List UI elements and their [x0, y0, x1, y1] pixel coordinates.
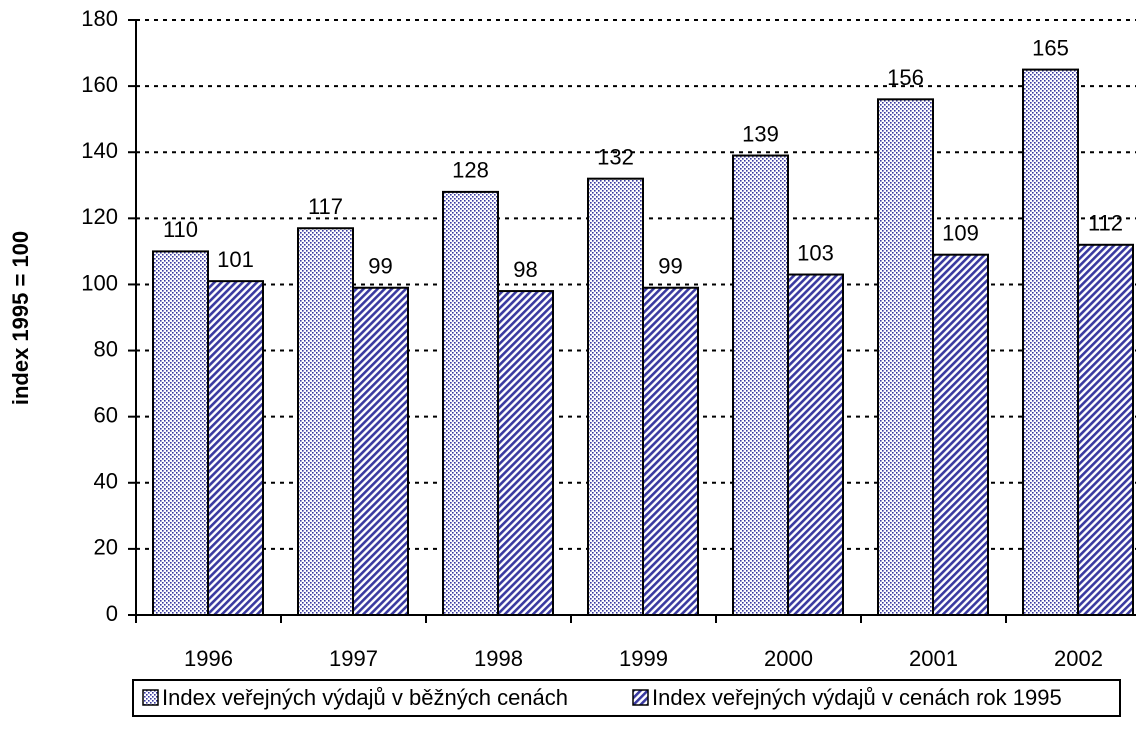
y-tick-label: 40	[94, 469, 118, 494]
y-tick-label: 180	[81, 6, 118, 31]
value-label: 112	[1088, 211, 1123, 236]
bar	[442, 190, 499, 616]
value-label: 99	[658, 254, 682, 279]
bar	[877, 98, 934, 617]
bar	[642, 286, 699, 616]
y-tick-label: 120	[81, 204, 118, 229]
y-tick-label: 60	[94, 402, 118, 427]
x-tick-label: 2001	[909, 646, 958, 671]
y-tick-label: 80	[94, 336, 118, 361]
bar	[152, 250, 209, 616]
bar	[732, 154, 789, 616]
legend-label: Index veřejných výdajů v běžných cenách	[162, 685, 568, 710]
x-tick-label: 2000	[764, 646, 813, 671]
legend-swatch	[632, 689, 649, 706]
value-label: 99	[368, 254, 392, 279]
x-tick-label: 2002	[1054, 646, 1103, 671]
x-tick-label: 1998	[474, 646, 523, 671]
value-label: 110	[163, 217, 198, 242]
legend-box	[132, 679, 1121, 717]
bar	[932, 253, 989, 616]
value-label: 103	[797, 240, 834, 265]
value-label: 98	[513, 257, 537, 282]
bar	[352, 286, 409, 616]
x-tick-label: 1999	[619, 646, 668, 671]
bar	[1022, 68, 1079, 617]
value-label: 117	[308, 194, 343, 219]
x-tick-label: 1996	[184, 646, 233, 671]
x-tick-label: 1997	[329, 646, 378, 671]
legend-swatch	[142, 689, 159, 706]
value-label: 139	[742, 121, 779, 146]
bar	[497, 290, 554, 616]
y-tick-label: 20	[94, 535, 118, 560]
value-label: 156	[887, 65, 924, 90]
y-tick-label: 100	[81, 270, 118, 295]
value-label: 101	[217, 247, 254, 272]
bar	[787, 273, 844, 616]
bar	[587, 177, 644, 617]
y-tick-label: 0	[106, 601, 118, 626]
value-label: 165	[1032, 35, 1069, 60]
legend-label: Index veřejných výdajů v cenách rok 1995	[652, 685, 1062, 710]
bar	[297, 227, 354, 616]
y-axis-label: index 1995 = 100	[8, 231, 33, 405]
bar	[1077, 243, 1134, 616]
value-label: 109	[942, 221, 979, 246]
y-tick-label: 160	[81, 72, 118, 97]
y-tick-label: 140	[81, 138, 118, 163]
value-label: 128	[452, 158, 489, 183]
value-label: 132	[597, 144, 634, 169]
bar	[207, 280, 264, 616]
